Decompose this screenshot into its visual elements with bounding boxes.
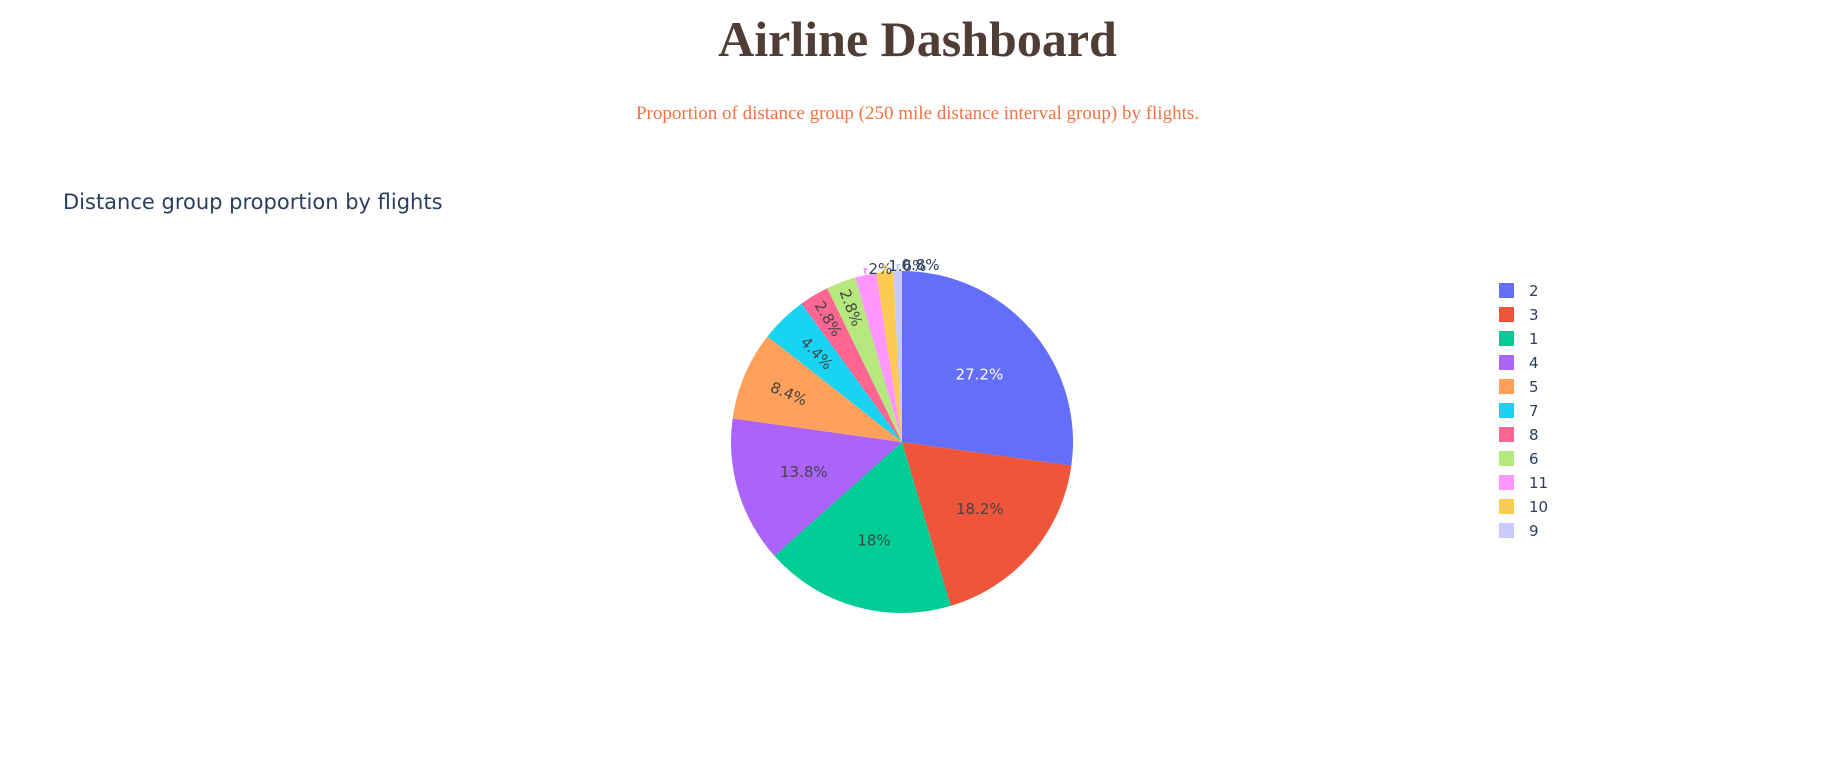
pie-slice-9[interactable] — [893, 271, 902, 442]
legend-swatch-9 — [1499, 523, 1514, 538]
legend-label-8: 8 — [1529, 426, 1539, 444]
chart-title: Distance group proportion by flights — [63, 190, 443, 214]
legend-item-10[interactable]: 10 — [1499, 498, 1548, 516]
slice-label-9: 0.8% — [902, 256, 940, 274]
pie-slice-7[interactable] — [767, 303, 902, 442]
pie-slice-1[interactable] — [774, 442, 951, 613]
legend-item-2[interactable]: 2 — [1499, 282, 1539, 300]
page-subtitle: Proportion of distance group (250 mile d… — [635, 103, 1200, 124]
legend-label-9: 9 — [1529, 522, 1539, 540]
legend-label-11: 11 — [1529, 474, 1548, 492]
slice-label-2: 27.2% — [956, 366, 1004, 384]
legend-item-4[interactable]: 4 — [1499, 354, 1539, 372]
slice-label-3: 18.2% — [956, 500, 1004, 518]
legend-item-8[interactable]: 8 — [1499, 426, 1539, 444]
legend-item-9[interactable]: 9 — [1499, 522, 1539, 540]
pie-labels: 27.2%18.2%18%13.8%8.4%4.4%2.8%2.8%2%1.6%… — [768, 256, 1004, 550]
legend-swatch-4 — [1499, 355, 1514, 370]
page-title: Airline Dashboard — [718, 11, 1117, 67]
pie-slices — [731, 271, 1073, 613]
slice-label-1: 18% — [857, 532, 890, 550]
legend-label-4: 4 — [1529, 354, 1539, 372]
slice-leader-10 — [883, 264, 888, 271]
legend-swatch-1 — [1499, 331, 1514, 346]
pie-slice-2[interactable] — [902, 271, 1073, 466]
pie-slice-5[interactable] — [732, 336, 902, 442]
pie-slice-10[interactable] — [876, 271, 902, 442]
legend-item-7[interactable]: 7 — [1499, 402, 1539, 420]
slice-leader-9 — [896, 264, 901, 271]
legend-swatch-3 — [1499, 307, 1514, 322]
legend-swatch-10 — [1499, 499, 1514, 514]
pie-slice-8[interactable] — [801, 288, 902, 442]
legend-swatch-11 — [1499, 475, 1514, 490]
pie-slice-3[interactable] — [902, 442, 1072, 606]
legend-label-1: 1 — [1529, 330, 1539, 348]
legend-item-6[interactable]: 6 — [1499, 450, 1539, 468]
slice-label-11: 2% — [868, 260, 892, 278]
legend-swatch-7 — [1499, 403, 1514, 418]
legend-swatch-8 — [1499, 427, 1514, 442]
legend-label-10: 10 — [1529, 498, 1548, 516]
legend-label-7: 7 — [1529, 402, 1539, 420]
legend-label-5: 5 — [1529, 378, 1539, 396]
slice-label-10: 1.6% — [888, 257, 926, 275]
legend-item-11[interactable]: 11 — [1499, 474, 1548, 492]
pie-slice-4[interactable] — [731, 418, 902, 556]
legend-item-3[interactable]: 3 — [1499, 306, 1539, 324]
legend-item-1[interactable]: 1 — [1499, 330, 1539, 348]
slice-leader-11 — [863, 268, 868, 275]
legend-item-5[interactable]: 5 — [1499, 378, 1539, 396]
legend-label-6: 6 — [1529, 450, 1539, 468]
slice-label-4: 13.8% — [780, 463, 828, 481]
legend-label-3: 3 — [1529, 306, 1539, 324]
legend: 2 3 1 4 5 7 8 6 11 10 9 — [1499, 282, 1548, 540]
legend-label-2: 2 — [1529, 282, 1539, 300]
pie-slice-11[interactable] — [855, 272, 902, 442]
pie-slice-6[interactable] — [827, 277, 902, 442]
legend-swatch-6 — [1499, 451, 1514, 466]
legend-swatch-5 — [1499, 379, 1514, 394]
legend-swatch-2 — [1499, 283, 1514, 298]
